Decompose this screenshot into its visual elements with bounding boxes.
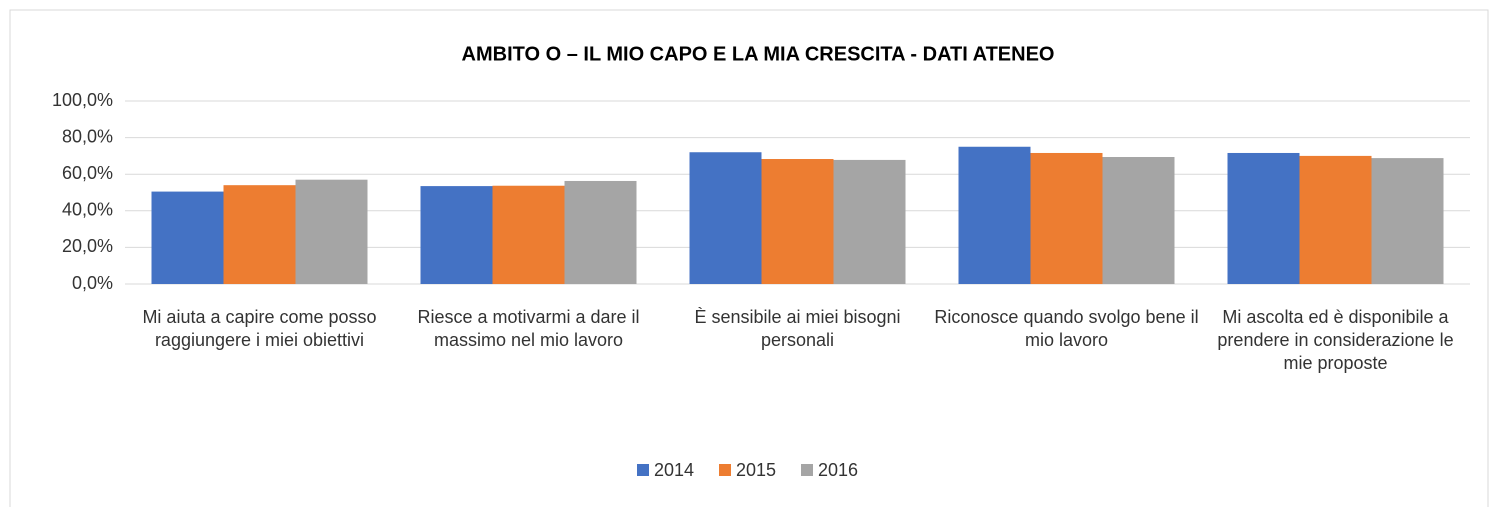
bar [1299,155,1372,284]
chart-title: AMBITO O – IL MIO CAPO E LA MIA CRESCITA… [462,43,1055,65]
bar [689,152,762,284]
bar [151,191,224,284]
y-tick-label: 80,0% [62,126,113,146]
legend-swatch [637,464,649,476]
x-tick-label: Mi ascolta ed è disponibile a prendere i… [1217,307,1454,373]
bar [295,179,368,284]
bar [833,159,906,284]
y-tick-label: 20,0% [62,236,113,256]
x-tick-label: È sensibile ai miei bisogni personali [694,307,901,350]
bar [492,185,565,284]
bar [1227,152,1300,284]
x-tick-label: Mi aiuta a capire come posso raggiungere… [142,307,377,350]
bar [564,180,637,284]
bar [420,186,493,284]
bar [1371,158,1444,284]
y-tick-label: 100,0% [52,90,113,110]
bar [223,185,296,284]
y-tick-label: 0,0% [72,273,113,293]
legend-label: 2016 [818,460,858,480]
legend-swatch [719,464,731,476]
legend-label: 2014 [654,460,694,480]
bar [1030,152,1103,284]
x-tick-label: Riconosce quando svolgo bene il mio lavo… [934,307,1199,350]
bar [761,159,834,284]
legend-swatch [801,464,813,476]
x-tick-label: Riesce a motivarmi a dare il massimo nel… [417,307,640,350]
bar [1102,156,1175,284]
y-tick-label: 60,0% [62,163,113,183]
legend-label: 2015 [736,460,776,480]
bar [958,146,1031,284]
y-tick-label: 40,0% [62,200,113,220]
